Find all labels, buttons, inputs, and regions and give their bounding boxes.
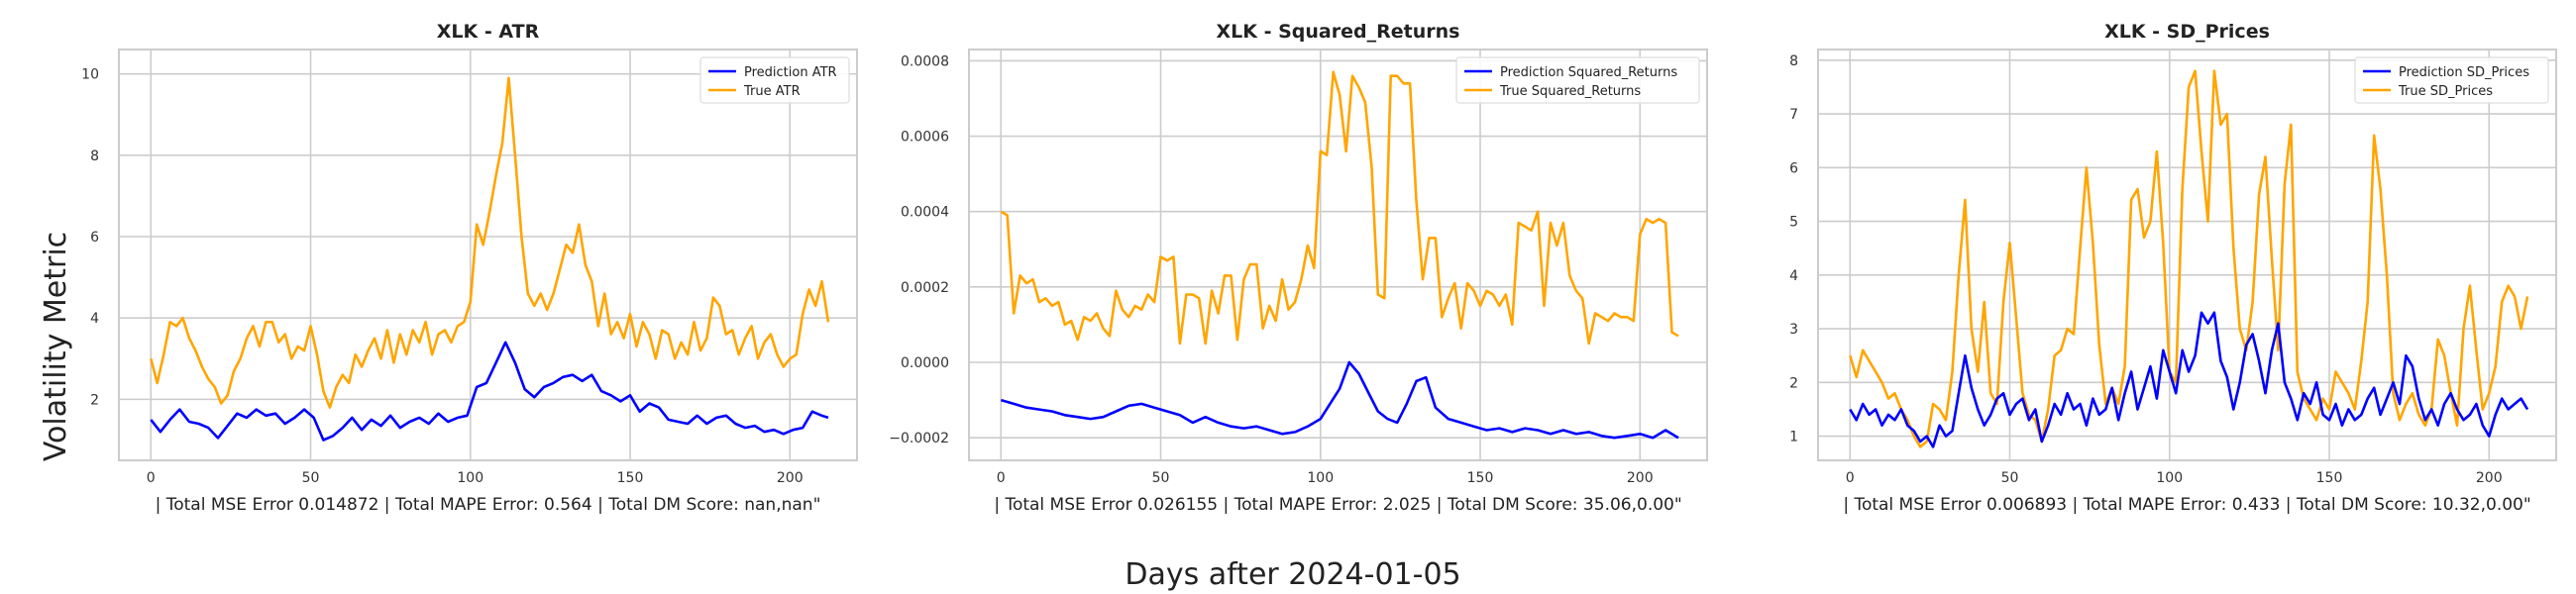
legend-box [699,56,850,104]
y-tick-label: 2 [1789,375,1798,391]
plot-frame [118,49,858,461]
legend-label: Prediction ATR [744,65,837,80]
x-tick-label: 0 [997,470,1006,486]
figure-xlabel: Days after 2024-01-05 [1125,557,1460,592]
figure-ylabel: Volatility Metric [39,232,73,461]
x-tick-label: 200 [2476,470,2503,486]
chart-panel: 0 50 100 150 200 1 2 3 4 5 6 7 8 XLK - SD_Prices | Tot… [1789,21,2557,515]
x-tick-label: 100 [2156,470,2183,486]
x-tick-label: 150 [1467,470,1494,486]
y-tick-label: 4 [90,311,99,327]
y-tick-label: 0.0006 [901,130,949,146]
x-tick-label: 0 [147,470,156,486]
chart-panel: 0 50 100 150 200 2 4 6 8 10 XLK - ATR | Total MSE E… [81,21,858,515]
plot-frame [968,49,1708,461]
y-tick-label: −0.0002 [889,431,949,446]
y-tick-label: 4 [1789,268,1798,284]
legend-box [1455,56,1700,104]
series-line [1849,311,2529,448]
chart-xlabel: | Total MSE Error 0.026155 | Total MAPE … [994,495,1681,515]
x-tick-label: 100 [457,470,483,486]
series-line [1000,70,1679,346]
y-tick-label: 8 [1789,53,1798,69]
y-tick-label: 2 [90,392,99,408]
chart-xlabel: | Total MSE Error 0.014872 | Total MAPE … [156,495,821,515]
legend: Prediction Squared_Returns True Squared_R… [1455,56,1700,104]
x-tick-label: 0 [1846,470,1855,486]
plot-frame [1817,49,2557,461]
y-tick-label: 1 [1789,430,1798,446]
y-tick-label: 0.0008 [901,53,949,69]
x-tick-label: 200 [1627,470,1654,486]
x-tick-label: 150 [617,470,644,486]
y-tick-label: 0.0004 [901,205,949,221]
x-tick-label: 50 [2001,470,2019,486]
y-tick-label: 5 [1789,215,1798,231]
x-tick-label: 100 [1307,470,1334,486]
y-tick-label: 7 [1789,107,1798,123]
y-tick-label: 0.0002 [901,280,949,296]
legend-label: True SD_Prices [2398,84,2493,99]
legend: Prediction ATR True ATR [699,56,850,104]
y-tick-label: 10 [81,67,99,83]
y-tick-label: 8 [90,148,99,164]
series-line [150,341,829,442]
chart-title: XLK - SD_Prices [2104,21,2270,43]
y-tick-label: 6 [90,230,99,246]
x-tick-label: 50 [1152,470,1170,486]
legend-label: Prediction Squared_Returns [1500,65,1677,80]
chart-panel: 0 50 100 150 200 −0.0002 0.0000 0.0002 0.0004 0.0… [889,21,1708,515]
y-tick-label: 6 [1789,160,1798,176]
x-tick-label: 200 [777,470,804,486]
series-line [150,76,830,409]
y-tick-label: 0.0000 [901,355,949,371]
chart-title: XLK - Squared_Returns [1217,21,1460,43]
legend: Prediction SD_Prices True SD_Prices [2354,56,2549,104]
y-tick-label: 3 [1789,322,1798,338]
x-tick-label: 150 [2316,470,2343,486]
series-line [1000,360,1679,440]
legend-label: True Squared_Returns [1499,84,1641,99]
x-tick-label: 50 [302,470,320,486]
series-line [1849,69,2529,448]
plot-area [119,50,857,460]
chart-xlabel: | Total MSE Error 0.006893 | Total MAPE … [1843,495,2530,515]
legend-box [2354,56,2549,104]
plot-area [969,50,1707,460]
legend-label: Prediction SD_Prices [2399,65,2529,80]
chart-title: XLK - ATR [437,21,540,43]
legend-label: True ATR [743,84,801,99]
